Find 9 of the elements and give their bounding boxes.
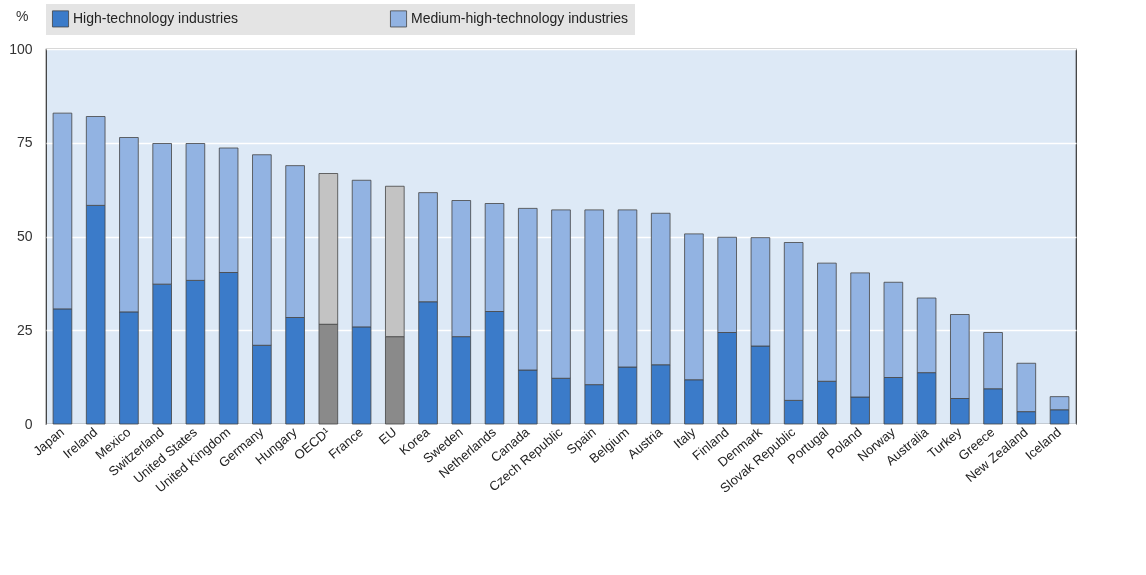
legend-label: Medium-high-technology industries [411, 9, 629, 26]
legend-label: High-technology industries [73, 9, 238, 26]
x-tick-label: EU [375, 424, 400, 448]
y-tick-label: 75 [16, 134, 33, 151]
y-tick-label: 100 [9, 40, 33, 57]
y-tick-label: 25 [16, 321, 33, 338]
y-axis-title: % [16, 7, 29, 24]
y-tick-label: 50 [16, 228, 33, 244]
y-tick-label: 0 [24, 415, 33, 432]
